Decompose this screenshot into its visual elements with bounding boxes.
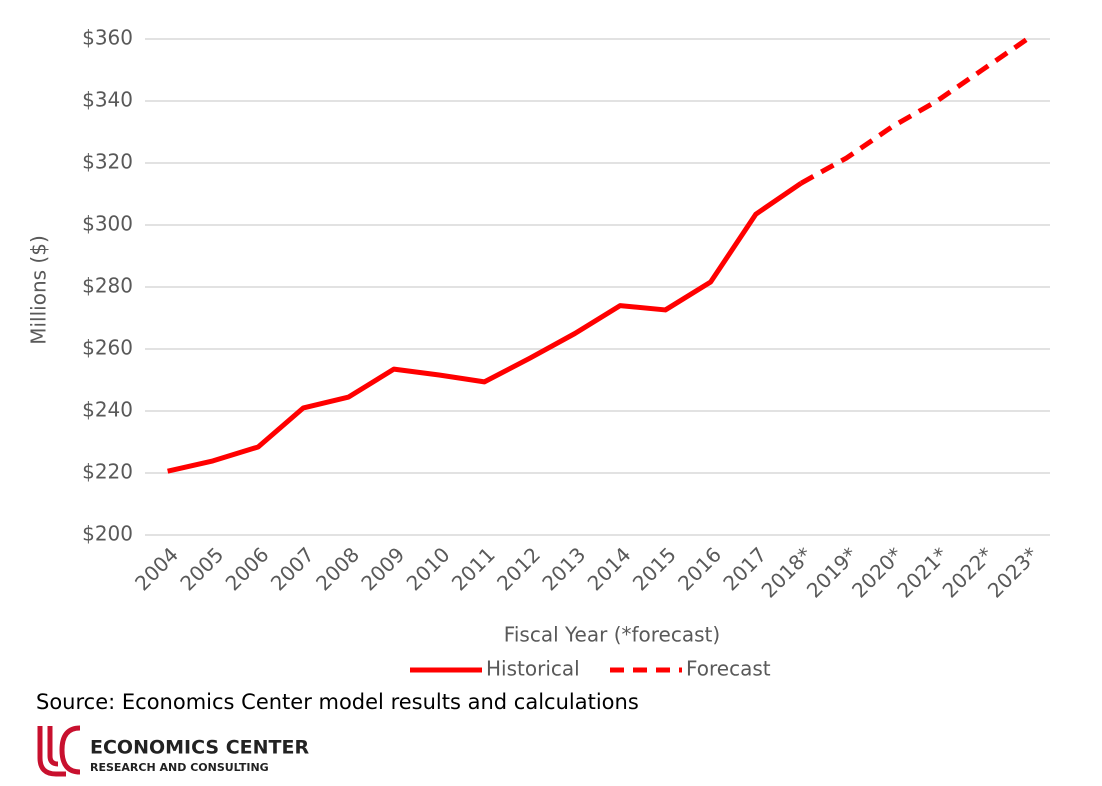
- y-tick-label: $360: [82, 26, 133, 50]
- x-tick-label: 2016: [673, 542, 726, 595]
- x-tick-label: 2006: [221, 542, 274, 595]
- x-tick-label: 2013: [537, 542, 590, 595]
- x-tick-label: 2004: [130, 542, 183, 595]
- y-tick-label: $260: [82, 336, 133, 360]
- x-tick-label: 2008: [311, 542, 364, 595]
- y-tick-label: $280: [82, 274, 133, 298]
- y-axis-label: Millions ($): [27, 235, 51, 345]
- x-tick-label: 2021*: [892, 542, 952, 602]
- x-tick-label: 2020*: [847, 542, 907, 602]
- x-tick-label: 2011: [447, 542, 500, 595]
- y-tick-label: $220: [82, 460, 133, 484]
- legend-label: Historical: [486, 657, 580, 681]
- x-tick-label: 2009: [356, 542, 409, 595]
- y-tick-label: $240: [82, 398, 133, 422]
- logo-name: ECONOMICS CENTER: [90, 737, 309, 759]
- y-tick-label: $340: [82, 88, 133, 112]
- x-tick-label: 2018*: [757, 542, 817, 602]
- legend-label: Forecast: [686, 657, 771, 681]
- x-tick-label: 2010: [402, 542, 455, 595]
- x-tick-label: 2014: [583, 542, 636, 595]
- x-axis-label: Fiscal Year (*forecast): [504, 623, 720, 647]
- series-line: [799, 36, 1029, 186]
- x-tick-label: 2015: [628, 542, 681, 595]
- x-tick-label: 2023*: [983, 542, 1043, 602]
- logo-mark: [37, 725, 81, 777]
- logo-tagline: RESEARCH AND CONSULTING: [90, 761, 269, 774]
- x-tick-label: 2019*: [802, 542, 862, 602]
- y-tick-label: $320: [82, 150, 133, 174]
- y-tick-label: $200: [82, 522, 133, 546]
- x-tick-label: 2005: [175, 542, 228, 595]
- series-line: [167, 181, 803, 474]
- y-tick-label: $300: [82, 212, 133, 236]
- x-tick-label: 2012: [492, 542, 545, 595]
- source-note: Source: Economics Center model results a…: [36, 690, 639, 714]
- x-tick-label: 2022*: [938, 542, 998, 602]
- x-tick-label: 2007: [266, 542, 319, 595]
